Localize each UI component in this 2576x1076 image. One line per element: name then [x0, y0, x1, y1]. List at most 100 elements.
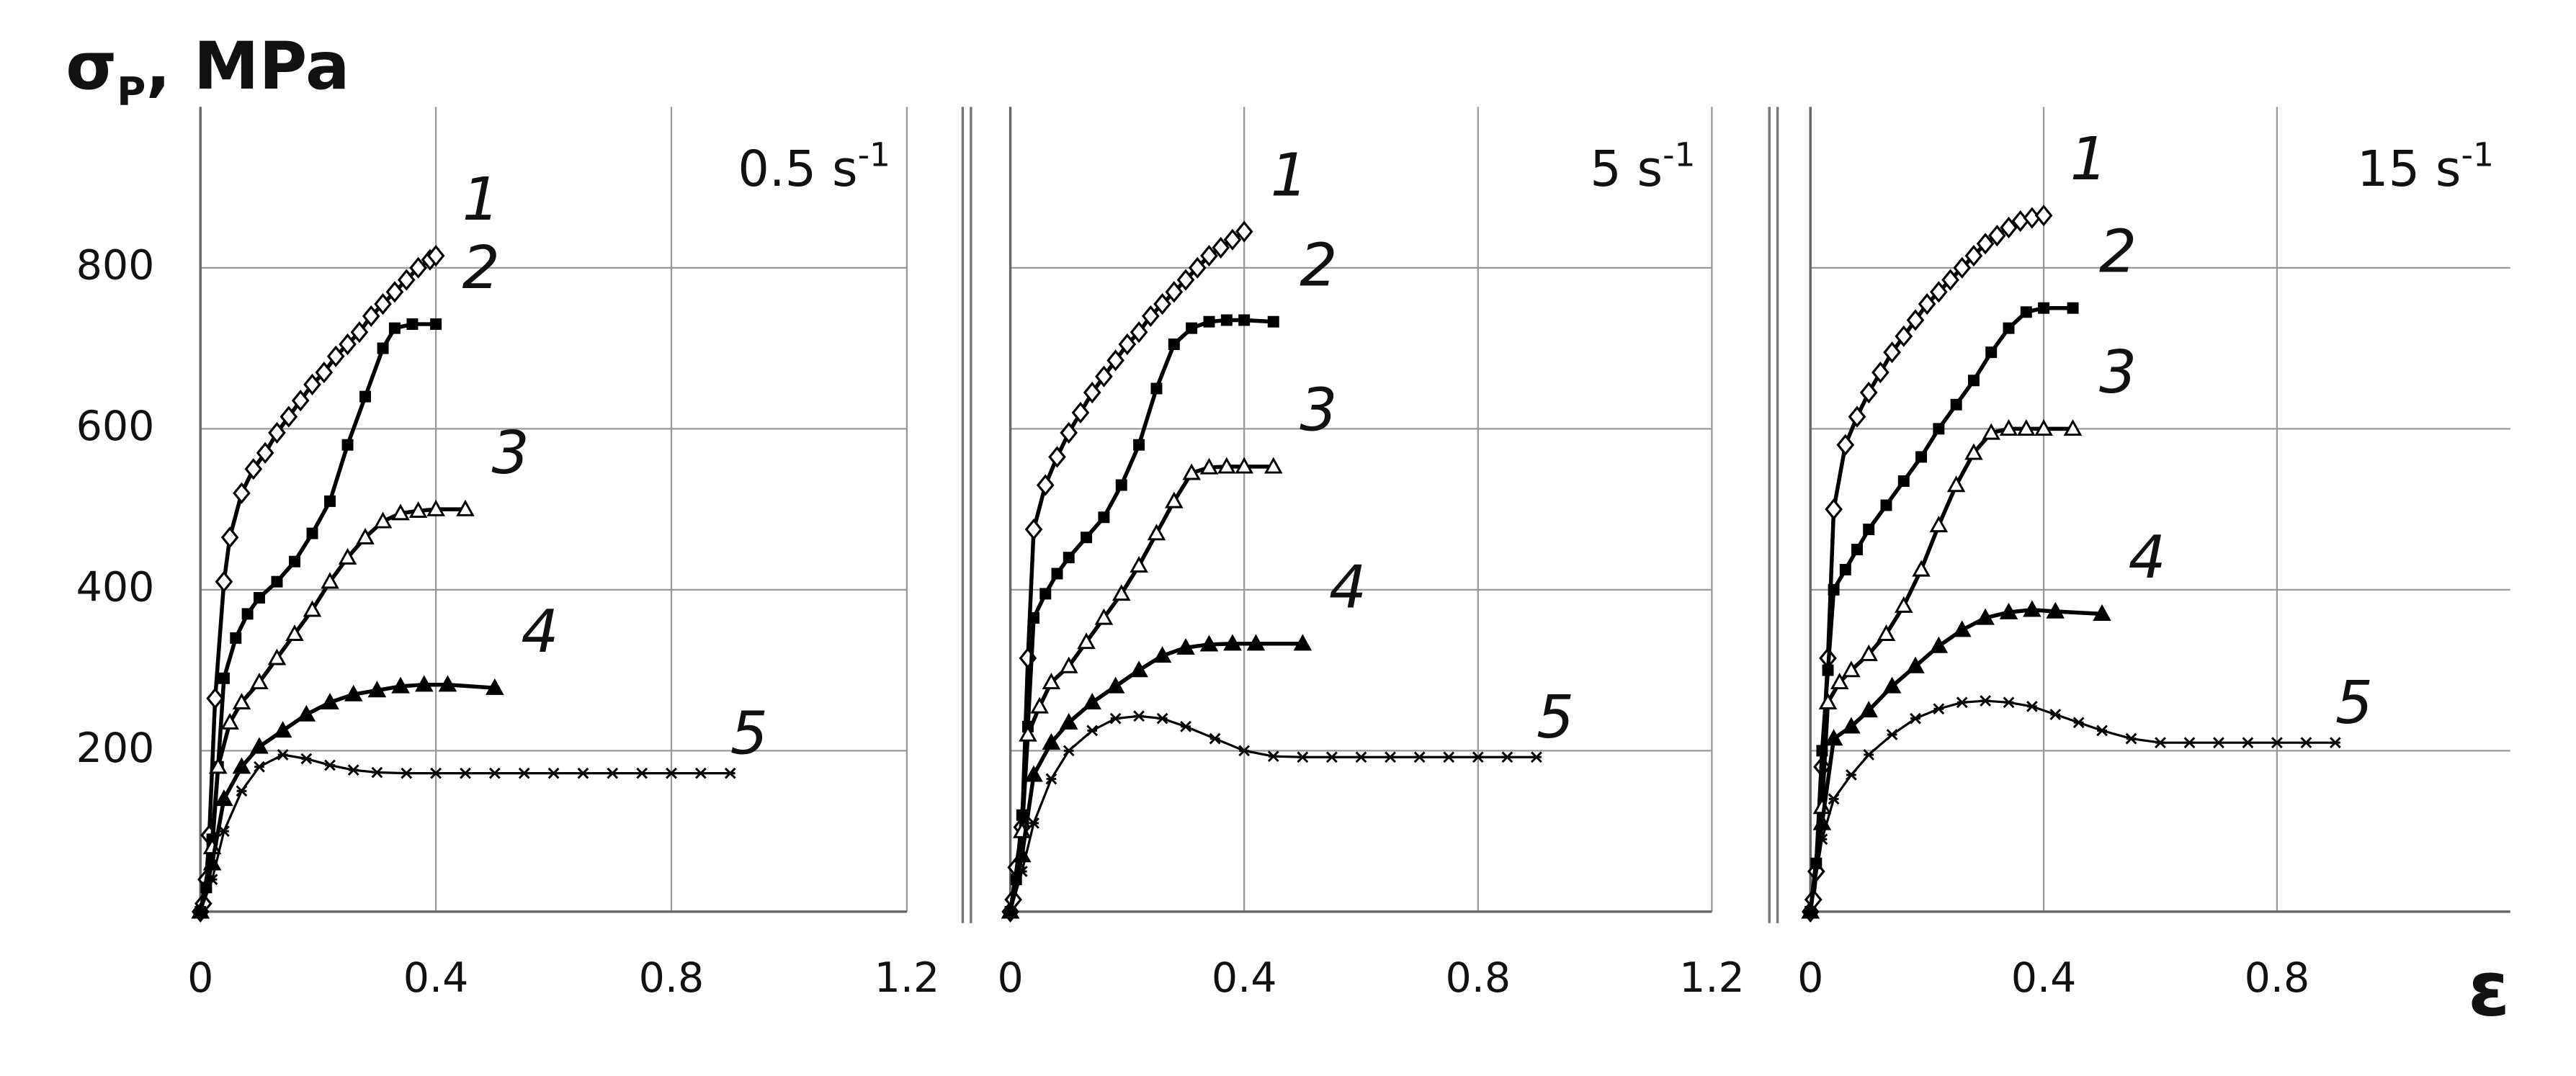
series-line — [198, 254, 437, 913]
series-line — [198, 682, 496, 913]
marker — [1985, 346, 1998, 359]
marker — [1912, 560, 1931, 577]
marker — [1897, 475, 1910, 487]
series-label: 1 — [1271, 141, 1308, 210]
marker — [1246, 634, 1266, 651]
marker — [1531, 751, 1542, 763]
marker — [279, 405, 298, 428]
marker — [2017, 419, 2036, 436]
marker — [324, 759, 336, 771]
marker — [1953, 256, 1972, 279]
marker — [2034, 205, 2053, 227]
marker — [2003, 696, 2015, 709]
marker — [1915, 451, 1928, 463]
marker — [1895, 325, 1913, 347]
marker — [2096, 725, 2108, 737]
marker — [220, 712, 239, 730]
marker — [321, 692, 339, 709]
marker — [306, 527, 318, 539]
marker — [1842, 660, 1861, 678]
marker — [321, 572, 339, 589]
y-tick-label: 200 — [76, 725, 155, 772]
series-label: 5 — [2335, 669, 2373, 737]
marker — [488, 767, 501, 779]
rate-text: 5 s — [1590, 141, 1663, 198]
marker — [1952, 620, 1972, 637]
x-tick-label: 1.2 — [875, 954, 940, 1002]
marker — [1982, 423, 2000, 440]
marker — [1060, 421, 1078, 444]
marker — [414, 675, 434, 692]
marker — [1859, 701, 1878, 718]
x-tick-label: 1.2 — [1679, 954, 1745, 1002]
x-tick-label: 0 — [1797, 954, 1823, 1002]
marker — [1941, 269, 1959, 291]
rate-label: 5 s-1 — [1590, 135, 1695, 197]
x-tick-label: 0 — [997, 954, 1023, 1002]
marker — [1355, 751, 1367, 763]
marker — [1042, 732, 1061, 750]
marker — [253, 592, 265, 604]
marker — [1212, 236, 1230, 259]
marker — [2020, 306, 2032, 318]
marker — [391, 676, 410, 694]
marker — [1147, 524, 1166, 541]
x-tick-label: 0 — [187, 954, 213, 1002]
marker — [1883, 341, 1901, 364]
marker — [2049, 709, 2062, 720]
marker — [2072, 717, 2085, 729]
marker — [1933, 703, 1945, 715]
marker — [350, 321, 369, 344]
rate-exponent: -1 — [1663, 135, 1695, 174]
marker — [391, 503, 410, 521]
marker — [1267, 750, 1279, 763]
marker — [1045, 773, 1057, 785]
marker — [1946, 475, 1966, 493]
marker — [1071, 401, 1090, 424]
marker — [1063, 552, 1075, 564]
marker — [1930, 281, 1948, 303]
marker — [344, 684, 363, 701]
marker — [426, 499, 445, 516]
marker — [1165, 491, 1184, 508]
marker — [1115, 479, 1127, 491]
series-line — [1808, 213, 2044, 913]
marker — [241, 608, 254, 620]
marker — [406, 318, 419, 331]
marker — [1106, 676, 1125, 694]
marker — [1004, 905, 1016, 918]
marker — [2183, 737, 2196, 749]
marker — [460, 767, 471, 779]
y-tick-label: 800 — [76, 241, 155, 289]
marker — [300, 753, 313, 765]
marker — [1130, 660, 1148, 678]
marker — [1086, 725, 1099, 737]
marker — [1028, 817, 1039, 829]
marker — [297, 704, 316, 722]
marker — [2155, 737, 2166, 749]
marker — [1133, 710, 1145, 722]
marker — [666, 767, 677, 779]
marker — [1859, 644, 1878, 661]
marker — [303, 373, 321, 395]
marker — [1964, 245, 1983, 267]
marker — [215, 789, 233, 807]
marker — [1851, 543, 1863, 555]
marker — [1063, 745, 1075, 757]
y-tick-label: 600 — [76, 403, 155, 450]
x-tick-label: 0.4 — [2011, 954, 2077, 1002]
marker — [194, 905, 207, 918]
marker — [1976, 233, 1995, 255]
marker — [1095, 365, 1113, 387]
marker — [1203, 315, 1215, 328]
marker — [1150, 382, 1163, 395]
marker — [1168, 339, 1180, 350]
marker — [2093, 604, 2111, 622]
marker — [338, 547, 357, 565]
series-line — [1009, 714, 1537, 913]
marker — [1846, 768, 1857, 781]
x-tick-label: 0.4 — [403, 954, 469, 1002]
marker — [1863, 524, 1875, 536]
marker — [1028, 611, 1040, 624]
marker — [486, 678, 504, 695]
